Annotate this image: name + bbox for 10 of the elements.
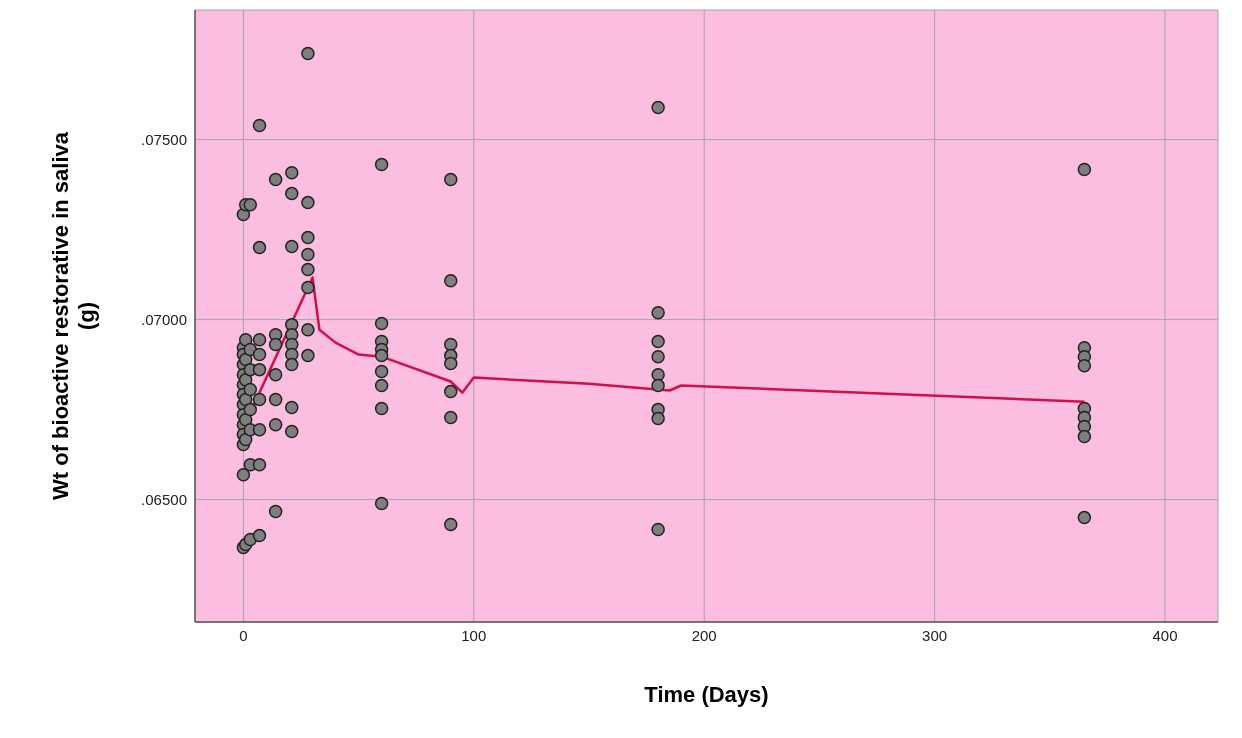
y-tick-label: .07000 <box>141 310 187 328</box>
x-tick-label: 300 <box>922 626 948 644</box>
x-tick-label: 400 <box>1152 626 1178 644</box>
y-axis-title: Wt of bioactive restorative in saliva (g) <box>48 131 99 501</box>
x-tick-label: 100 <box>461 626 487 644</box>
y-tick-label: .07500 <box>141 130 187 148</box>
x-tick-label: 0 <box>239 626 248 644</box>
x-tick-label: 200 <box>691 626 717 644</box>
y-tick-label: .06500 <box>141 490 187 508</box>
x-axis-title: Time (Days) <box>644 682 769 707</box>
